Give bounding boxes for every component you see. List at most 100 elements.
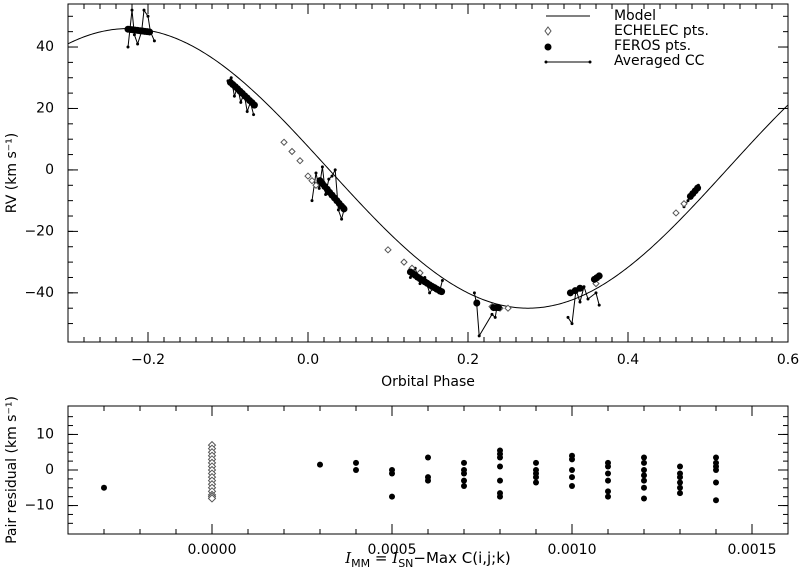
averaged-cc-point <box>245 110 249 114</box>
residual-feros-point <box>317 461 323 468</box>
residual-feros-point <box>605 493 611 500</box>
residual-feros-point <box>677 463 683 470</box>
legend-feros-swatch <box>544 43 552 51</box>
residual-x-tick-label: 0.0005 <box>368 542 417 558</box>
averaged-cc-point <box>229 76 233 80</box>
averaged-cc-point <box>130 8 134 12</box>
rv-ticks: −0.2 0.0 0.2 0.4 0.6 −40 −20 0 20 40 <box>24 4 799 368</box>
legend-echelec-label: ECHELEC pts. <box>614 23 709 39</box>
feros-points-group <box>124 25 702 312</box>
averaged-cc-point <box>586 297 590 301</box>
residual-panel: 0.0000 0.0005 0.0010 0.0015 −10 0 10 Pair resi… <box>4 396 789 570</box>
residual-feros-point <box>677 490 683 497</box>
residual-feros-point <box>713 467 719 473</box>
rv-panel: −0.2 0.0 0.2 0.4 0.6 −40 −20 0 20 40 Orbital Phas… <box>4 3 799 390</box>
feros-point <box>473 299 481 307</box>
legend: Model ECHELEC pts. FEROS pts. Averaged C… <box>544 8 709 69</box>
residual-feros-point <box>569 483 575 489</box>
echelec-point <box>400 258 408 266</box>
xlabel-s2: SN <box>398 557 413 570</box>
echelec-point <box>280 138 288 146</box>
residual-feros-point <box>497 463 503 470</box>
averaged-cc-point <box>136 42 140 46</box>
averaged-cc-point <box>333 168 337 172</box>
residual-echelec-point <box>207 494 217 503</box>
residual-feros-point <box>461 459 467 466</box>
averaged-cc-point <box>340 217 344 221</box>
residual-feros-point <box>101 484 107 491</box>
residual-feros-point <box>569 467 575 473</box>
averaged-cc-point <box>252 113 256 117</box>
residual-feros-point <box>425 477 431 484</box>
rv-y-axis-label: RV (km s⁻¹) <box>4 133 20 213</box>
residual-feros-point <box>533 479 539 486</box>
averaged-cc-point <box>327 177 331 181</box>
averaged-cc-point <box>132 33 136 37</box>
residual-feros-point <box>497 454 503 461</box>
legend-avg-dot-right <box>588 60 592 64</box>
feros-point <box>694 184 702 192</box>
residual-x-tick-label: 0.0000 <box>188 542 237 558</box>
residual-feros-point <box>353 467 359 473</box>
residual-y-tick-label: 10 <box>36 426 54 442</box>
residual-feros-point <box>605 463 611 470</box>
residual-feros-point <box>533 474 539 481</box>
feros-point <box>438 288 446 296</box>
rv-y-tick-label: 20 <box>36 100 54 116</box>
residual-y-tick-label: −10 <box>24 498 54 514</box>
legend-avg-dot-left <box>544 60 548 64</box>
residual-feros-point <box>713 497 719 504</box>
averaged-cc-point <box>493 315 497 319</box>
averaged-cc-point <box>428 291 432 295</box>
residual-feros-point <box>641 454 647 461</box>
echelec-point <box>312 181 320 189</box>
echelec-point <box>504 304 512 312</box>
feros-point <box>576 284 584 292</box>
legend-model-label: Model <box>614 8 656 24</box>
residual-feros-point <box>461 477 467 484</box>
averaged-cc-point <box>314 171 318 175</box>
legend-feros-label: FEROS pts. <box>614 38 691 54</box>
residual-feros-point <box>713 454 719 461</box>
averaged-cc-point <box>142 8 146 12</box>
averaged-cc-point <box>686 199 690 203</box>
residual-feros-point <box>497 477 503 484</box>
echelec-point <box>304 172 312 180</box>
residual-feros-point <box>641 477 647 484</box>
averaged-cc-point <box>152 39 156 43</box>
averaged-cc-point <box>472 291 476 295</box>
xlabel-s1: MM <box>351 557 370 570</box>
averaged-cc-point <box>578 300 582 304</box>
residual-feros-point <box>677 484 683 491</box>
feros-point <box>146 28 154 36</box>
rv-x-tick-label: 0.4 <box>617 352 639 368</box>
residual-feros-point <box>497 493 503 500</box>
residual-feros-group <box>101 447 719 504</box>
residual-plot-frame <box>67 405 789 535</box>
residual-feros-point <box>713 479 719 486</box>
residual-echelec-group <box>207 440 217 503</box>
residual-feros-point <box>569 456 575 463</box>
residual-feros-point <box>677 474 683 481</box>
feros-point <box>494 304 502 312</box>
averaged-cc-point <box>330 174 334 178</box>
rv-y-tick-label: 0 <box>45 162 54 178</box>
averaged-cc-point <box>566 315 570 319</box>
residual-y-axis-label: Pair residual (km s⁻¹) <box>4 396 20 544</box>
rv-y-tick-label: −40 <box>24 285 54 301</box>
rv-plot-frame <box>67 3 789 343</box>
residual-feros-point <box>461 483 467 489</box>
rv-x-tick-label: 0.2 <box>457 352 479 368</box>
residual-feros-point <box>389 493 395 500</box>
xlabel-i1: I <box>344 549 352 567</box>
residual-y-tick-label: 0 <box>45 462 54 478</box>
averaged-cc-point <box>239 100 243 104</box>
averaged-cc-point <box>324 193 328 197</box>
residual-feros-point <box>641 472 647 479</box>
residual-feros-point <box>677 479 683 486</box>
feros-point <box>340 205 348 213</box>
averaged-cc-point <box>317 186 321 190</box>
rv-y-tick-label: 40 <box>36 39 54 55</box>
residual-feros-point <box>641 484 647 491</box>
